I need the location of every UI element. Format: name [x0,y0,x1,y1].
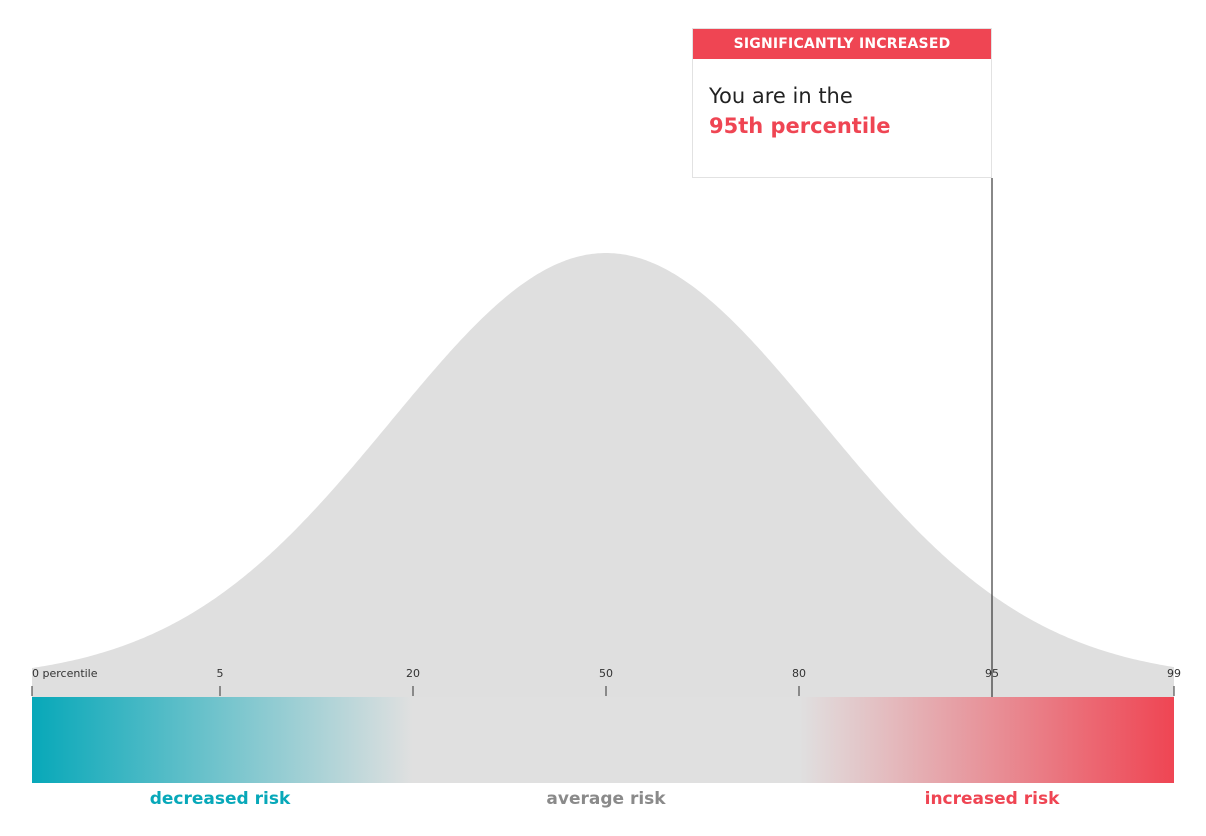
increased-risk-label: increased risk [924,789,1060,809]
tick-label-0: 0 percentile [32,667,98,680]
tick-label-80: 80 [792,667,806,680]
tick-label-50: 50 [599,667,613,680]
tick-label-5: 5 [217,667,224,680]
tick-label-99: 99 [1167,667,1181,680]
callout-body: You are in the 95th percentile [693,59,991,141]
distribution-curve [32,253,1174,697]
callout-prefix-text: You are in the [709,84,853,108]
decreased-risk-label: decreased risk [149,789,291,809]
average-risk-label: average risk [546,789,666,809]
user-percentile-value: 95th percentile [709,114,891,138]
percentile-callout: SIGNIFICANTLY INCREASED You are in the 9… [692,28,992,178]
risk-category-badge: SIGNIFICANTLY INCREASED [693,29,991,59]
risk-gradient-bar [32,697,1174,783]
tick-label-20: 20 [406,667,420,680]
